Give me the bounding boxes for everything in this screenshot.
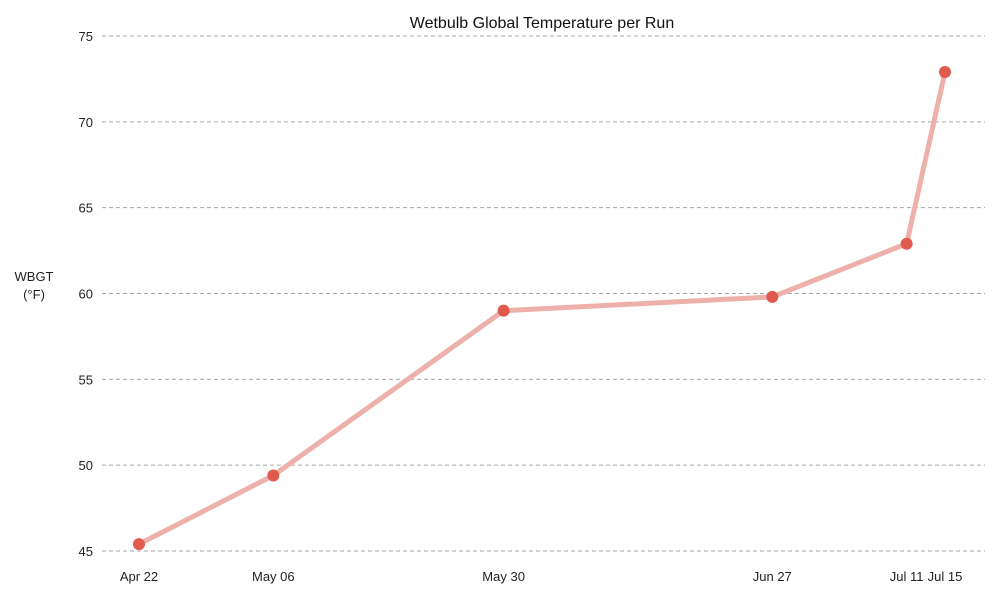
y-axis-ticks: 45 50 55 60 65 70 75 xyxy=(79,29,93,559)
chart-title: Wetbulb Global Temperature per Run xyxy=(410,15,674,32)
x-tick-label-0: Apr 22 xyxy=(120,569,158,584)
y-tick-label-45: 45 xyxy=(79,544,93,559)
series-line-layer xyxy=(136,69,948,547)
data-point-1[interactable] xyxy=(267,469,280,482)
y-tick-label-65: 65 xyxy=(79,201,93,216)
data-point-5[interactable] xyxy=(939,66,951,79)
gridlines xyxy=(102,35,985,552)
y-tick-label-55: 55 xyxy=(79,372,93,387)
x-tick-label-4: Jul 11 xyxy=(890,569,924,584)
x-axis-ticks: Apr 22 May 06 May 30 Jun 27 Jul 11 Jul 15 xyxy=(120,569,963,584)
data-point-4[interactable] xyxy=(900,237,913,250)
y-axis-label-line-2: (°F) xyxy=(23,287,45,302)
data-point-3[interactable] xyxy=(766,290,779,303)
y-tick-label-50: 50 xyxy=(79,458,93,473)
y-tick-label-75: 75 xyxy=(79,29,93,44)
data-points xyxy=(133,66,951,551)
y-axis-label-line-1: WBGT xyxy=(15,269,54,284)
x-tick-label-3: Jun 27 xyxy=(753,569,792,584)
data-point-2[interactable] xyxy=(497,304,510,317)
y-tick-label-70: 70 xyxy=(79,115,93,130)
data-point-0[interactable] xyxy=(133,538,145,551)
x-tick-label-5: Jul 15 xyxy=(928,569,963,584)
x-tick-label-1: May 06 xyxy=(252,569,295,584)
y-tick-label-60: 60 xyxy=(79,287,93,302)
x-tick-label-2: May 30 xyxy=(482,569,525,584)
series-line xyxy=(136,69,948,547)
